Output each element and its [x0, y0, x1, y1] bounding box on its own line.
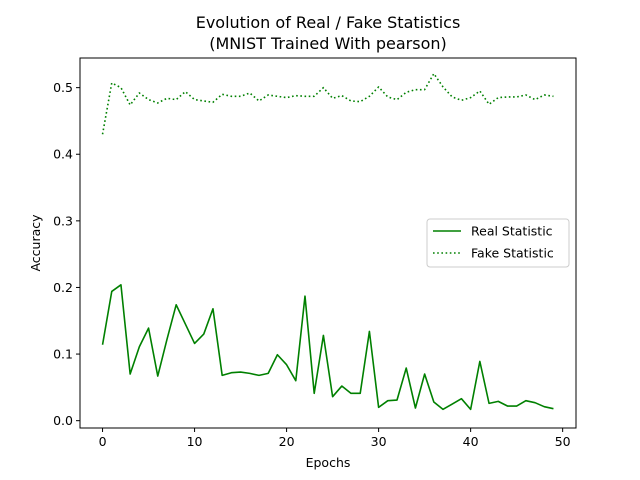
x-tick-label: 10 — [187, 434, 203, 449]
y-tick-label: 0.5 — [53, 80, 73, 95]
plot-frame — [79, 57, 577, 429]
chart-subtitle: (MNIST Trained With pearson) — [209, 34, 447, 53]
plot-area — [101, 72, 554, 411]
legend-box — [426, 218, 570, 268]
x-tick-label: 50 — [555, 434, 571, 449]
legend-label-real: Real Statistic — [471, 224, 553, 239]
y-tick-label: 0.4 — [53, 147, 73, 162]
x-tick-label: 30 — [371, 434, 387, 449]
x-axis-label: Epochs — [306, 455, 351, 470]
y-tick-label: 0.3 — [53, 213, 73, 228]
x-tick-label: 40 — [463, 434, 479, 449]
y-tick-label: 0.2 — [53, 280, 73, 295]
y-tick-label: 0.1 — [53, 347, 73, 362]
y-tick-label: 0.0 — [53, 413, 73, 428]
legend-label-fake: Fake Statistic — [471, 246, 554, 261]
series-line-real — [101, 283, 554, 411]
y-axis-label: Accuracy — [28, 214, 43, 272]
x-tick-label: 0 — [99, 434, 107, 449]
chart-title: Evolution of Real / Fake Statistics — [196, 13, 461, 32]
x-tick-label: 20 — [279, 434, 295, 449]
x-axis: 0 10 20 30 40 50 — [99, 428, 571, 449]
legend: Real Statistic Fake Statistic — [426, 218, 570, 268]
y-axis: 0.0 0.1 0.2 0.3 0.4 0.5 — [53, 80, 80, 428]
series-line-fake — [101, 72, 554, 135]
